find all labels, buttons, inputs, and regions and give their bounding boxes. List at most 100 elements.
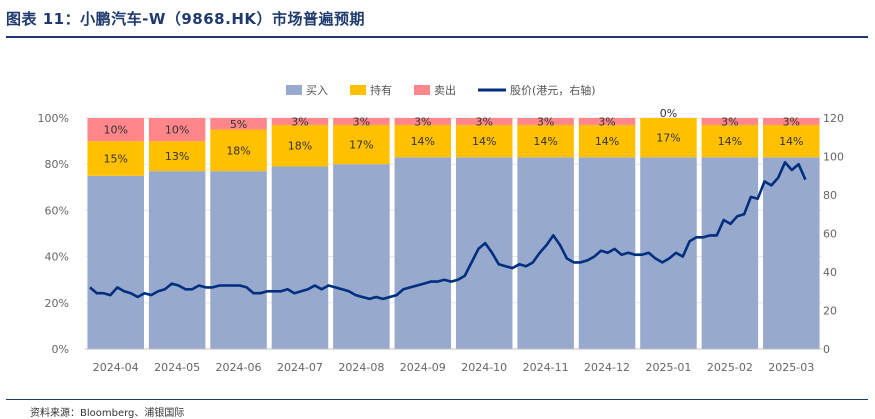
sell-data-label: 3%	[291, 115, 308, 128]
title-rule	[6, 36, 868, 38]
legend: 买入 持有 卖出 股价(港元，右轴)	[286, 83, 596, 97]
hold-data-label: 18%	[226, 144, 250, 157]
x-tick-label: 2024-10	[461, 361, 507, 374]
bar-sell	[271, 118, 329, 125]
bar-sell	[394, 118, 452, 125]
legend-label: 卖出	[434, 83, 456, 97]
bar-buy	[455, 157, 513, 349]
sell-data-label: 10%	[165, 124, 189, 137]
hold-data-label: 14%	[779, 135, 803, 148]
bar-sell	[455, 118, 513, 125]
bar-sell	[87, 118, 144, 142]
bar-buy	[210, 171, 267, 349]
bar-hold	[517, 124, 574, 158]
gridlines	[85, 117, 822, 304]
y-left-tick-label: 40%	[45, 251, 69, 264]
x-tick-label: 2024-06	[216, 361, 262, 374]
x-tick-label: 2024-12	[584, 361, 630, 374]
source-rule	[6, 399, 868, 400]
x-tick-label: 2024-05	[154, 361, 200, 374]
x-tick-label: 2025-02	[707, 361, 753, 374]
bar-hold	[701, 124, 759, 158]
bar-hold	[394, 124, 452, 158]
sell-data-label: 0%	[660, 107, 677, 120]
sell-data-label: 3%	[721, 115, 738, 128]
y-right-tick-label: 100	[823, 151, 844, 164]
bar-hold	[87, 141, 144, 176]
legend-label: 股价(港元，右轴)	[510, 83, 596, 97]
y-left-tick-label: 20%	[45, 297, 69, 310]
hold-data-label: 18%	[288, 140, 312, 153]
bar-sell	[210, 118, 267, 130]
hold-data-label: 14%	[472, 135, 496, 148]
hold-data-label: 13%	[165, 150, 189, 163]
sell-data-label: 3%	[598, 115, 615, 128]
sell-data-label: 3%	[783, 115, 800, 128]
hold-data-label: 14%	[533, 135, 557, 148]
bars	[87, 118, 820, 349]
bar-hold	[640, 118, 697, 158]
sell-data-label: 3%	[475, 115, 492, 128]
hold-data-label: 14%	[595, 135, 619, 148]
bar-hold	[578, 124, 636, 158]
bar-buy	[148, 171, 206, 349]
data-labels: 15% 10% 13% 10% 18% 5% 18% 3% 17% 3% 14% 3% 14% 3% 14%…	[103, 107, 803, 165]
bar-hold	[210, 129, 267, 172]
legend-label: 买入	[306, 84, 328, 97]
legend-swatch-buy	[286, 85, 302, 95]
bar-sell	[517, 118, 574, 125]
sell-data-label: 3%	[414, 115, 431, 128]
y-left-tick-label: 0%	[52, 343, 69, 356]
legend-label: 持有	[370, 83, 392, 97]
bar-sell	[578, 118, 636, 125]
bar-buy	[333, 164, 390, 349]
x-tick-label: 2025-01	[645, 361, 691, 374]
source-note: 资料来源：Bloomberg、浦银国际	[30, 408, 185, 419]
bar-hold	[455, 124, 513, 158]
x-tick-label: 2024-08	[338, 361, 384, 374]
y-right-tick-label: 80	[823, 189, 837, 202]
chart-title: 图表 11：小鹏汽车-W（9868.HK）市场普遍预期	[6, 10, 365, 28]
sell-data-label: 5%	[230, 118, 247, 131]
x-tick-label: 2024-04	[93, 361, 139, 374]
legend-swatch-hold	[350, 85, 366, 95]
bar-hold	[333, 124, 390, 165]
bar-buy	[701, 157, 759, 349]
bar-sell	[701, 118, 759, 125]
y-right-tick-label: 0	[823, 343, 830, 356]
x-tick-label: 2025-03	[768, 361, 814, 374]
price-line	[89, 161, 807, 301]
y-left-tick-label: 60%	[45, 204, 69, 217]
hold-data-label: 17%	[349, 139, 373, 152]
bar-hold	[763, 124, 820, 158]
price-series-line	[89, 161, 807, 301]
y-left-tick-label: 80%	[45, 158, 69, 171]
y-right-tick-label: 120	[823, 112, 844, 125]
bar-sell	[333, 118, 390, 125]
bar-buy	[87, 175, 144, 349]
sell-data-label: 3%	[353, 115, 370, 128]
y-right-tick-label: 40	[823, 266, 837, 279]
bar-sell	[148, 118, 206, 142]
bar-hold	[148, 141, 206, 172]
axes: 0% 20% 40% 60% 80% 100% 0 20 40 60 80 100 120 2024-04…	[38, 112, 844, 374]
y-left-tick-label: 100%	[38, 112, 69, 125]
legend-swatch-sell	[414, 85, 430, 95]
hold-data-label: 15%	[103, 152, 127, 165]
y-right-tick-label: 20	[823, 305, 837, 318]
x-tick-label: 2024-11	[523, 361, 569, 374]
bar-buy	[271, 166, 329, 349]
bar-buy	[394, 157, 452, 349]
hold-data-label: 14%	[411, 135, 435, 148]
y-right-tick-label: 60	[823, 228, 837, 241]
x-tick-label: 2024-09	[400, 361, 446, 374]
sell-data-label: 3%	[537, 115, 554, 128]
x-tick-label: 2024-07	[277, 361, 323, 374]
bar-sell	[763, 118, 820, 125]
bar-buy	[763, 157, 820, 349]
bar-hold	[271, 124, 329, 167]
hold-data-label: 14%	[718, 135, 742, 148]
sell-data-label: 10%	[103, 124, 127, 137]
hold-data-label: 17%	[656, 132, 680, 145]
